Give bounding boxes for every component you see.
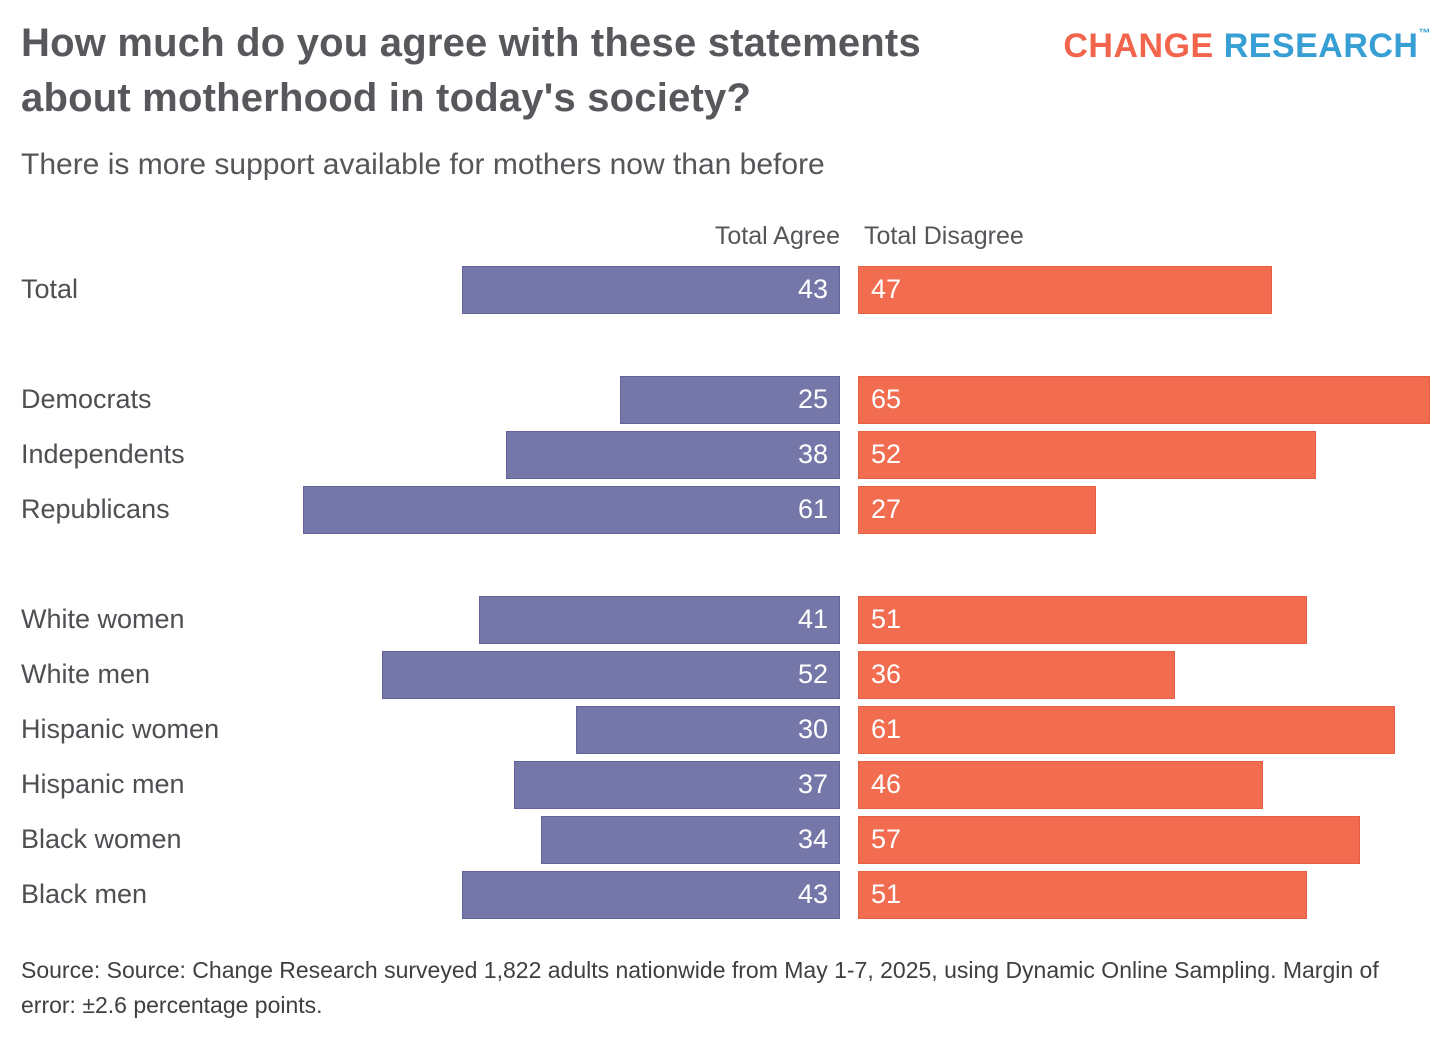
disagree-zone: 46 xyxy=(858,760,1456,809)
disagree-bar: 61 xyxy=(858,705,1395,754)
agree-bar: 43 xyxy=(461,265,840,314)
chart-row: Hispanic women 30 61 xyxy=(0,702,1456,757)
category-label: Independents xyxy=(21,439,185,469)
agree-value: 61 xyxy=(797,494,828,524)
agree-zone: 43 xyxy=(280,870,840,919)
agree-bar: 38 xyxy=(505,430,840,479)
logo-change-text: CHANGE xyxy=(1063,27,1214,65)
bar-rows: Total 43 47 Democrats 25 65 Independents xyxy=(0,262,1456,922)
disagree-bar: 36 xyxy=(858,650,1175,699)
category-label: White women xyxy=(21,604,185,634)
agree-bar: 34 xyxy=(540,815,840,864)
chart-row: Total 43 47 xyxy=(0,262,1456,317)
disagree-bar: 51 xyxy=(858,870,1307,919)
category-label: Hispanic women xyxy=(21,714,220,744)
category-label: Black women xyxy=(21,824,182,854)
disagree-bar: 57 xyxy=(858,815,1360,864)
category-label: White men xyxy=(21,659,151,689)
agree-value: 30 xyxy=(797,714,828,744)
column-header-agree: Total Agree xyxy=(714,222,840,250)
agree-bar: 25 xyxy=(620,375,840,424)
agree-bar: 41 xyxy=(479,595,840,644)
change-research-logo: CHANGE RESEARCH™ xyxy=(1063,26,1431,66)
agree-value: 52 xyxy=(797,659,828,689)
chart-row: Hispanic men 37 46 xyxy=(0,757,1456,812)
agree-bar: 43 xyxy=(461,870,840,919)
agree-value: 43 xyxy=(797,274,828,304)
category-label: Black men xyxy=(21,879,148,909)
chart-subtitle: There is more support available for moth… xyxy=(21,148,825,181)
chart-row: Democrats 25 65 xyxy=(0,372,1456,427)
agree-value: 43 xyxy=(797,879,828,909)
agree-zone: 61 xyxy=(280,485,840,534)
disagree-value: 52 xyxy=(871,439,902,469)
disagree-value: 51 xyxy=(871,604,902,634)
category-label: Hispanic men xyxy=(21,769,185,799)
agree-bar: 37 xyxy=(514,760,840,809)
disagree-value: 57 xyxy=(871,824,902,854)
disagree-zone: 51 xyxy=(858,870,1456,919)
chart-row: Independents 38 52 xyxy=(0,427,1456,482)
disagree-bar: 46 xyxy=(858,760,1263,809)
disagree-value: 27 xyxy=(871,494,902,524)
disagree-value: 47 xyxy=(871,274,902,304)
disagree-value: 51 xyxy=(871,879,902,909)
disagree-bar: 65 xyxy=(858,375,1430,424)
disagree-zone: 51 xyxy=(858,595,1456,644)
agree-value: 41 xyxy=(797,604,828,634)
disagree-value: 36 xyxy=(871,659,902,689)
agree-zone: 25 xyxy=(280,375,840,424)
disagree-bar: 51 xyxy=(858,595,1307,644)
chart-row: White women 41 51 xyxy=(0,592,1456,647)
disagree-value: 46 xyxy=(871,769,902,799)
logo-research-text: RESEARCH xyxy=(1223,27,1419,65)
disagree-zone: 52 xyxy=(858,430,1456,479)
agree-bar: 30 xyxy=(576,705,840,754)
disagree-zone: 47 xyxy=(858,265,1456,314)
agree-bar: 61 xyxy=(303,485,840,534)
chart-row: Republicans 61 27 xyxy=(0,482,1456,537)
source-note: Source: Source: Change Research surveyed… xyxy=(21,957,1379,1018)
agree-bar: 52 xyxy=(382,650,840,699)
disagree-bar: 52 xyxy=(858,430,1316,479)
agree-zone: 34 xyxy=(280,815,840,864)
agree-zone: 30 xyxy=(280,705,840,754)
page-title: How much do you agree with these stateme… xyxy=(21,21,921,120)
agree-zone: 41 xyxy=(280,595,840,644)
chart-row: Black women 34 57 xyxy=(0,812,1456,867)
agree-value: 37 xyxy=(797,769,828,799)
disagree-zone: 57 xyxy=(858,815,1456,864)
disagree-zone: 36 xyxy=(858,650,1456,699)
group-spacer xyxy=(0,317,1456,372)
disagree-zone: 27 xyxy=(858,485,1456,534)
agree-zone: 52 xyxy=(280,650,840,699)
category-label: Democrats xyxy=(21,384,152,414)
column-header-disagree: Total Disagree xyxy=(864,222,1024,250)
agree-zone: 37 xyxy=(280,760,840,809)
agree-zone: 38 xyxy=(280,430,840,479)
category-label: Total xyxy=(21,274,79,304)
agree-zone: 43 xyxy=(280,265,840,314)
agree-value: 25 xyxy=(797,384,828,414)
disagree-bar: 47 xyxy=(858,265,1272,314)
chart-row: White men 52 36 xyxy=(0,647,1456,702)
disagree-zone: 65 xyxy=(858,375,1456,424)
agree-value: 38 xyxy=(797,439,828,469)
chart-row: Black men 43 51 xyxy=(0,867,1456,922)
logo-trademark: ™ xyxy=(1418,26,1431,40)
category-label: Republicans xyxy=(21,494,170,524)
disagree-zone: 61 xyxy=(858,705,1456,754)
group-spacer xyxy=(0,537,1456,592)
disagree-value: 65 xyxy=(871,384,902,414)
disagree-value: 61 xyxy=(871,714,902,744)
agree-value: 34 xyxy=(797,824,828,854)
disagree-bar: 27 xyxy=(858,485,1096,534)
